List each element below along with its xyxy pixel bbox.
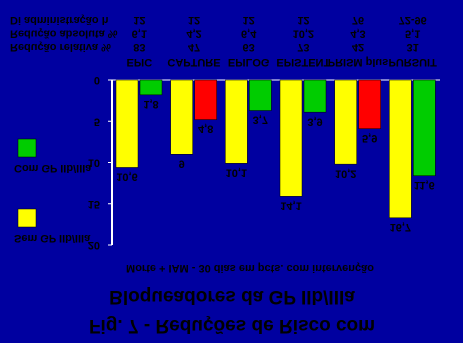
table-cell: 12 [188,14,200,26]
table-cell: 47 [188,41,200,53]
x-tick-label: EPILOG [228,56,270,68]
value-label: 3,7 [253,114,268,126]
table-cell: 12 [243,14,255,26]
y-tick-label: 5 [94,115,100,127]
table-cell: 63 [243,41,255,53]
bar [225,79,248,164]
table-cell: 42 [352,41,364,53]
table-cell: 12 [133,14,145,26]
table-row-label: Redução absoluta % [10,28,118,40]
value-label: 10,2 [335,167,356,179]
bar [413,79,436,176]
value-label: 3,9 [307,115,322,127]
table-cell: 76 [352,14,364,26]
table-cell: 12 [297,14,309,26]
bar [170,79,193,155]
bar [303,79,327,113]
table-cell: 31 [407,41,419,53]
table-cell: 73 [297,41,309,53]
value-label: 10,6 [116,171,137,183]
chart-title: Fig. 7 - Reduções de Risco com [89,315,375,336]
legend-label: Com GP IIb/IIIa [14,162,92,174]
table-cell: 72-96 [399,14,427,26]
y-axis-label: Morte + IAM - 30 dias em pcts. com inter… [126,262,374,274]
table-cell: 4,2 [186,28,201,40]
table-cell: 6,1 [132,28,147,40]
value-label: 4,8 [198,123,213,135]
x-tick-label: EPIC [126,56,152,68]
y-tick-label: 10 [88,157,100,169]
y-tick-label: 0 [94,74,100,86]
y-tick-label: 20 [88,239,100,251]
y-tick-label: 15 [88,198,100,210]
x-tick-label: CAPTURE [167,56,220,68]
table-cell: 5,1 [405,28,420,40]
bar [194,79,217,120]
table-row-label: Di administração h [10,14,109,26]
bar [389,79,412,219]
bar [139,79,163,96]
legend-swatch [17,208,37,228]
table-row-label: Redução relativa % [10,41,111,53]
value-label: 5,9 [362,132,377,144]
value-label: 1,8 [143,98,158,110]
table-cell: 6,4 [241,28,257,40]
legend-label: Sem GP IIb/IIIa [14,232,91,244]
legend-swatch [17,138,37,158]
value-label: 16,7 [390,221,411,233]
value-label: 9 [179,157,185,169]
bar [279,79,303,197]
bar [334,79,357,165]
value-label: 14,1 [280,199,301,211]
table-cell: 83 [133,41,145,53]
table-cell: 4,3 [350,28,365,40]
table-cell: 10,2 [293,28,314,40]
chart-subtitle: Bloqueadores da GP IIb/IIIa [109,286,355,307]
x-tick-label: EPISTENT [276,56,330,68]
value-label: 11,6 [414,179,435,191]
x-tick-label: PRISM plus [328,56,389,68]
bar [358,79,381,129]
bar [115,79,139,168]
x-tick-label: PURSUIT [389,56,438,68]
bar [249,79,272,111]
value-label: 10,1 [226,166,247,178]
